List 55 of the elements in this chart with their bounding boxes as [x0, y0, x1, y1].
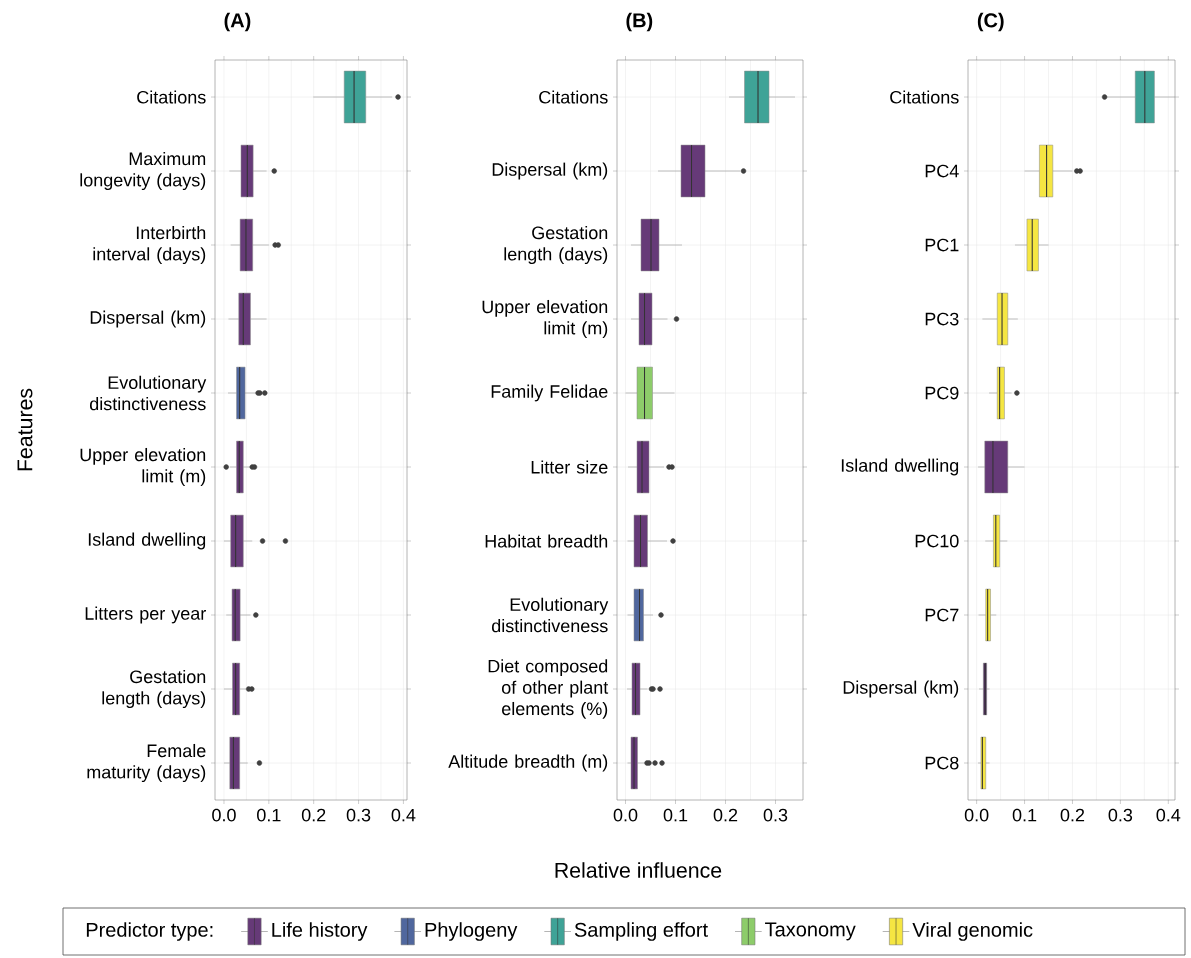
y-tick-label: Interbirth interval (days): [93, 225, 206, 265]
legend-label: Sampling effort: [574, 922, 708, 941]
y-tick-label: Female maturity (days): [87, 743, 206, 783]
y-tick-label: PC7: [925, 608, 959, 622]
y-tick-label: Family Felidae: [491, 384, 608, 402]
y-tick-label: PC10: [915, 534, 959, 548]
legend-title: Predictor type:: [86, 922, 213, 941]
x-tick-label: 0.2: [713, 808, 738, 822]
y-tick-label: Diet composed of other plant elements (%): [488, 659, 609, 719]
chart-title: (C): [977, 12, 1004, 32]
y-tick-label: Evolutionary distinctiveness: [491, 597, 609, 633]
chart-title: (B): [626, 12, 653, 32]
x-tick-label: 0.1: [257, 808, 281, 822]
y-tick-label: Maximum longevity (days): [80, 151, 206, 191]
y-tick-label: Gestation length (days): [102, 669, 206, 709]
y-tick-label: Island dwelling: [841, 458, 959, 476]
x-tick-label: 0.3: [763, 808, 788, 822]
legend-label: Viral genomic: [912, 922, 1033, 941]
y-tick-label: Gestation length (days): [504, 225, 608, 265]
y-tick-label: PC3: [925, 312, 959, 326]
x-tick-label: 0.1: [1012, 808, 1037, 822]
x-tick-label: 0.3: [346, 808, 371, 822]
x-tick-label: 0.3: [1108, 808, 1133, 822]
y-tick-label: Dispersal (km): [492, 162, 608, 180]
y-tick-label: Upper elevation limit (m): [482, 299, 608, 339]
legend-label: Taxonomy: [765, 922, 856, 941]
y-tick-label: Citations: [539, 90, 608, 104]
y-tick-label: PC4: [925, 164, 959, 178]
legend-label: Life history: [272, 922, 368, 941]
x-tick-label: 0.4: [1156, 808, 1181, 822]
y-tick-label: PC8: [925, 756, 959, 770]
x-tick-label: 0.0: [212, 808, 236, 822]
y-tick-label: Dispersal (km): [90, 310, 206, 328]
y-tick-label: PC9: [925, 386, 959, 400]
x-axis-title: Relative influence: [555, 862, 722, 878]
x-tick-label: 0.2: [1060, 808, 1085, 822]
y-tick-label: Island dwelling: [88, 532, 206, 550]
y-tick-label: Altitude breadth (m): [448, 754, 608, 772]
y-tick-label: Upper elevation limit (m): [80, 447, 206, 487]
y-tick-label: PC1: [925, 238, 959, 252]
x-tick-label: 0.0: [964, 808, 989, 822]
y-tick-label: Dispersal (km): [843, 680, 959, 698]
chart-title: (A): [224, 12, 251, 32]
y-axis-title: Features: [17, 388, 33, 471]
legend-label: Phylogeny: [425, 922, 518, 941]
x-tick-label: 0.0: [613, 808, 638, 822]
x-tick-label: 0.1: [663, 808, 688, 822]
y-tick-label: Evolutionary distinctiveness: [89, 375, 207, 411]
y-tick-label: Litters per year: [85, 606, 206, 624]
y-tick-label: Litter size: [531, 460, 608, 474]
y-tick-label: Citations: [890, 90, 959, 104]
y-tick-label: Citations: [137, 90, 206, 104]
x-tick-label: 0.2: [301, 808, 326, 822]
x-tick-label: 0.4: [391, 808, 416, 822]
y-tick-label: Habitat breadth: [485, 534, 608, 548]
